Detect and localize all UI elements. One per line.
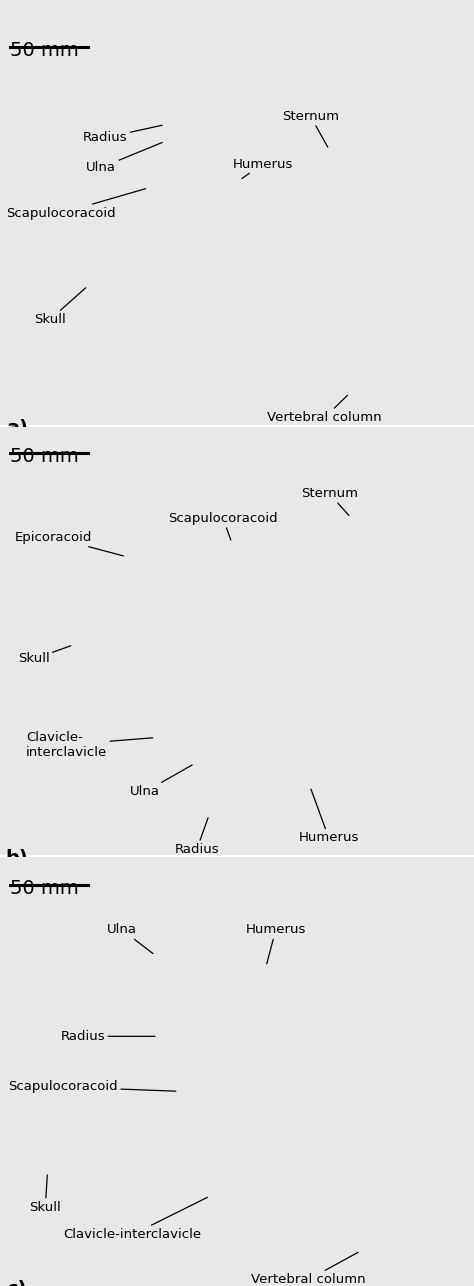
Text: Radius: Radius: [83, 125, 162, 144]
Text: Skull: Skull: [29, 1175, 61, 1214]
Text: Scapulocoracoid: Scapulocoracoid: [168, 512, 278, 540]
Text: Scapulocoracoid: Scapulocoracoid: [6, 189, 146, 220]
Text: Sternum: Sternum: [301, 487, 358, 516]
Text: Sternum: Sternum: [282, 109, 339, 147]
Text: Clavicle-
interclavicle: Clavicle- interclavicle: [26, 730, 153, 759]
Text: Ulna: Ulna: [130, 765, 192, 799]
Text: Clavicle-interclavicle: Clavicle-interclavicle: [64, 1197, 207, 1241]
Text: c): c): [6, 1280, 26, 1286]
Text: Radius: Radius: [61, 1030, 155, 1043]
Text: Skull: Skull: [18, 646, 71, 665]
Text: b): b): [6, 849, 28, 868]
Text: Skull: Skull: [34, 288, 86, 327]
Text: Scapulocoracoid: Scapulocoracoid: [9, 1080, 176, 1093]
Text: Ulna: Ulna: [107, 923, 153, 953]
Text: 50 mm: 50 mm: [10, 446, 79, 466]
Text: Ulna: Ulna: [86, 143, 162, 174]
Text: Humerus: Humerus: [246, 923, 306, 963]
Text: Humerus: Humerus: [232, 158, 292, 179]
Text: Humerus: Humerus: [299, 790, 359, 845]
Text: Vertebral column: Vertebral column: [251, 1253, 365, 1286]
Text: a): a): [6, 419, 27, 437]
Text: Vertebral column: Vertebral column: [267, 395, 382, 424]
Text: 50 mm: 50 mm: [10, 878, 79, 898]
Text: 50 mm: 50 mm: [10, 40, 79, 59]
Text: Radius: Radius: [174, 818, 219, 856]
Text: Epicoracoid: Epicoracoid: [15, 531, 123, 556]
